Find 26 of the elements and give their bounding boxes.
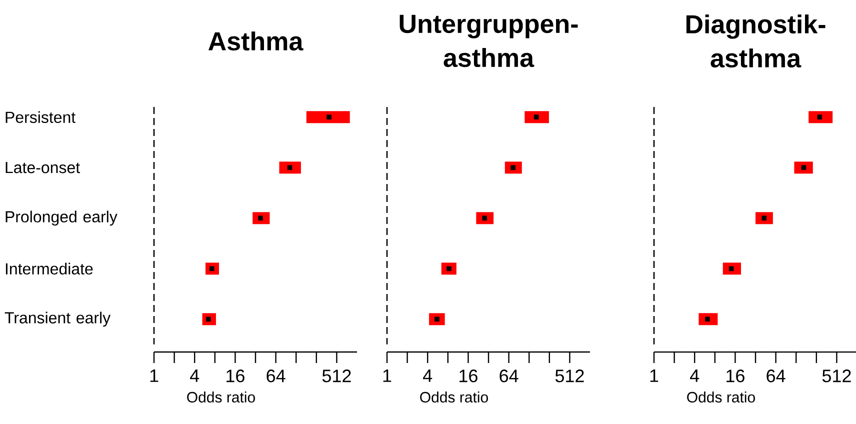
x-tick-label: 1	[650, 370, 658, 382]
x-tick-label: 512	[322, 370, 351, 382]
x-tick-label: 64	[766, 370, 786, 382]
x-tick-label: 16	[460, 370, 478, 382]
chart-title: Asthma	[208, 31, 304, 51]
y-tick-label: Intermediate	[6, 262, 93, 275]
x-tick-label: 1	[383, 370, 392, 382]
chart-title: Diagnostik-asthma	[686, 14, 826, 68]
y-tick-label: Persistent	[6, 111, 76, 123]
x-tick-label: 16	[726, 370, 744, 382]
x-tick-label: 16	[226, 370, 244, 382]
y-tick-label: Transient early	[4, 312, 111, 327]
x-axis-title: Odds ratio	[420, 392, 488, 403]
chart-title: Untergruppen-asthma	[400, 14, 578, 68]
y-tick-label: Late-onset	[6, 162, 80, 174]
x-tick-label: 64	[266, 370, 286, 382]
x-tick-label: 64	[500, 370, 518, 382]
x-axis-title: Odds ratio	[187, 392, 255, 403]
x-tick-label: 1	[150, 370, 158, 382]
x-tick-label: 4	[190, 370, 200, 382]
x-tick-label: 4	[690, 370, 700, 382]
x-axis-title: Odds ratio	[687, 392, 755, 403]
y-tick-label: Prolonged early	[6, 210, 118, 226]
x-tick-label: 512	[555, 370, 584, 382]
x-tick-label: 512	[822, 370, 851, 382]
x-tick-label: 4	[423, 370, 432, 382]
